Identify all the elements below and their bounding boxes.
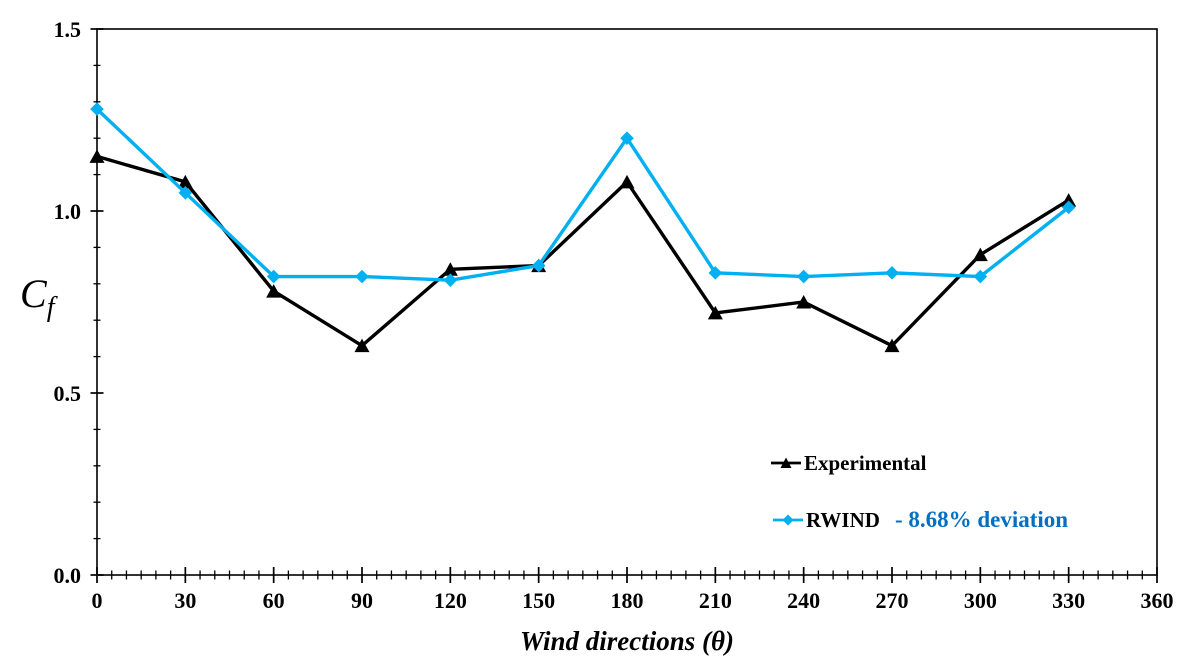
x-tick-label: 270 (876, 588, 909, 613)
x-tick-label: 0 (92, 588, 103, 613)
rwind-marker (266, 269, 281, 284)
rwind-marker (90, 102, 104, 116)
x-tick-label: 330 (1052, 588, 1085, 613)
x-tick-label: 60 (263, 588, 285, 613)
experimental-marker (619, 174, 635, 189)
y-tick-label: 0.5 (54, 381, 82, 406)
legend-label-rwind: RWIND (806, 507, 880, 532)
experimental-marker (796, 295, 812, 309)
x-tick-label: 210 (699, 588, 732, 613)
y-axis-title-symbol: C (20, 271, 47, 316)
experimental-marker (89, 149, 105, 163)
experimental-legend-glyph (771, 457, 801, 468)
x-tick-label: 240 (787, 588, 820, 613)
experimental-marker (266, 284, 282, 298)
rwind-marker (708, 266, 723, 280)
experimental-marker (177, 174, 193, 189)
y-axis-title: Cf (20, 274, 54, 322)
x-tick-label: 150 (522, 588, 555, 613)
x-axis-title: Wind directions (θ) (519, 626, 735, 656)
y-tick-label: 0.0 (54, 563, 82, 588)
x-tick-label: 180 (611, 588, 644, 613)
experimental-series-icon (770, 456, 802, 470)
experimental-marker (707, 305, 723, 320)
legend-entry-experimental: Experimental (770, 450, 926, 476)
legend-label-experimental: Experimental (804, 450, 927, 475)
x-tick-label: 30 (174, 588, 196, 613)
legend-entry-rwind: RWIND - 8.68% deviation (772, 507, 1068, 533)
x-tick-label: 300 (964, 588, 997, 613)
rwind-marker (355, 269, 369, 284)
rwind-marker (178, 186, 193, 200)
legend-note-deviation: - 8.68% deviation (894, 507, 1069, 532)
rwind-marker (1061, 200, 1076, 215)
y-tick-label: 1.0 (54, 199, 82, 224)
rwind-marker (531, 258, 546, 273)
rwind-marker (973, 269, 988, 284)
experimental-marker (884, 338, 900, 353)
y-tick-label: 1.5 (54, 17, 82, 42)
experimental-marker (972, 247, 988, 262)
x-tick-label: 90 (351, 588, 373, 613)
experimental-line (96, 154, 1070, 348)
experimental-marker (1061, 193, 1077, 207)
rwind-line (95, 107, 1070, 282)
experimental-marker (442, 262, 458, 276)
y-axis-title-subscript: f (46, 292, 55, 323)
rwind-legend-glyph (773, 514, 803, 526)
rwind-marker (620, 131, 634, 145)
plot-border (96, 28, 1158, 576)
x-tick-label: 120 (434, 588, 467, 613)
rwind-marker (443, 273, 458, 287)
rwind-marker (885, 266, 899, 280)
rwind-marker (796, 269, 811, 284)
experimental-marker (354, 338, 370, 353)
x-tick-label: 360 (1141, 588, 1174, 613)
rwind-series-icon (772, 513, 804, 527)
